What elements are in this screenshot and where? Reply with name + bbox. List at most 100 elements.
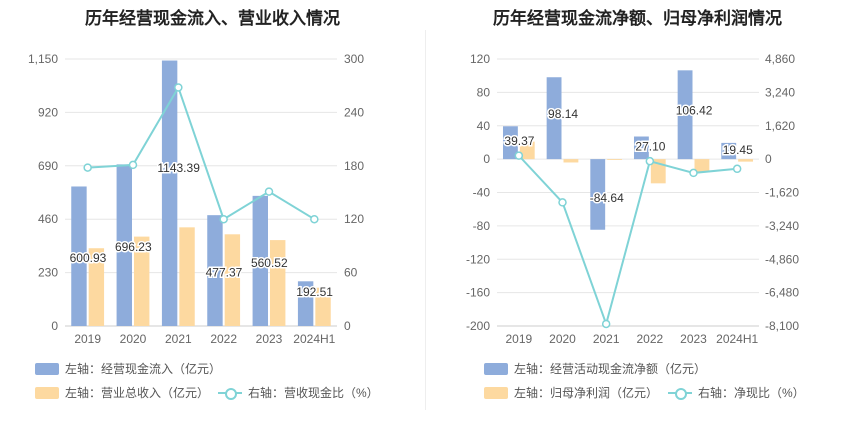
left-axis-tick-label: -200: [466, 319, 490, 333]
bar-secondary: [607, 159, 623, 160]
legend-label: 右轴：营收现金比（%）: [248, 386, 379, 400]
bar-secondary: [88, 248, 105, 326]
left-axis-tick-label: 1,150: [28, 52, 58, 66]
bar-secondary: [519, 141, 535, 160]
legend-label: 左轴：经营活动现金流净额（亿元）: [514, 362, 707, 376]
legend-line-marker-icon: [668, 387, 692, 400]
left-axis-tick-label: -80: [473, 219, 491, 233]
bar-primary: [677, 70, 693, 160]
right-axis-tick-label: -8,100: [765, 319, 799, 333]
legend-label: 左轴：经营现金流入（亿元）: [65, 362, 222, 376]
bar-data-label: 477.37: [206, 266, 243, 280]
ratio-point: [83, 163, 92, 172]
legend-swatch-blue: [484, 362, 508, 375]
ratio-point: [601, 319, 611, 329]
left-axis-tick-label: 80: [477, 85, 491, 99]
bar-data-label: -84.64: [590, 191, 624, 205]
legend-swatch-orange: [35, 386, 59, 399]
bar-data-label: 106.42: [676, 103, 713, 117]
bar-primary: [161, 60, 178, 326]
left-axis-tick-label: -120: [466, 252, 490, 266]
right-axis-tick-label: -1,620: [765, 186, 799, 200]
ratio-point: [645, 156, 655, 166]
right-axis-tick-label: -4,860: [765, 252, 799, 266]
bar-data-label: 1143.39: [157, 161, 200, 175]
legend-right-ratio[interactable]: 右轴：净现比（%）: [668, 384, 805, 401]
ratio-point: [514, 151, 524, 160]
right-axis-tick-label: 4,860: [765, 52, 795, 66]
legend-left-revenue[interactable]: 左轴：营业总收入（亿元）: [35, 384, 209, 401]
left-axis-tick-label: 920: [38, 105, 58, 119]
ratio-point: [689, 168, 698, 178]
bar-secondary: [270, 240, 286, 326]
left-axis-tick-label: -40: [473, 186, 491, 200]
ratio-point: [174, 83, 183, 92]
bar-secondary: [315, 287, 331, 326]
bar-data-label: 39.37: [504, 134, 534, 148]
right-axis-tick-label: 300: [344, 52, 364, 66]
bar-data-label: 696.23: [115, 240, 152, 254]
right-axis-tick-label: 0: [765, 152, 772, 166]
bar-secondary: [694, 159, 710, 173]
x-axis-category-label: 2020: [120, 332, 147, 346]
ratio-point: [264, 187, 274, 196]
x-axis-category-label: 2019: [505, 332, 532, 346]
bar-primary: [546, 77, 562, 160]
ratio-point: [128, 160, 138, 170]
ratio-point: [310, 214, 319, 224]
left-axis-tick-label: 0: [483, 152, 490, 166]
bar-primary: [633, 136, 649, 160]
left-axis-tick-label: 120: [470, 52, 490, 66]
left-chart-title: 历年经营现金流入、营业收入情况: [85, 9, 340, 28]
right-axis-tick-label: 3,240: [765, 85, 795, 99]
x-axis-category-label: 2022: [636, 332, 663, 346]
bar-primary: [721, 142, 737, 160]
right-axis-tick-label: 180: [344, 159, 364, 173]
legend-swatch-orange: [484, 386, 508, 399]
right-axis-tick-label: 60: [344, 266, 358, 280]
x-axis-category-label: 2024H1: [716, 332, 758, 346]
legend-swatch-blue: [35, 362, 59, 375]
bar-primary: [252, 195, 268, 326]
left-axis-tick-label: 690: [38, 159, 58, 173]
bar-data-label: 98.14: [548, 107, 578, 121]
bar-secondary: [224, 234, 241, 326]
bar-data-label: 192.51: [296, 285, 333, 299]
ratio-line: [87, 85, 315, 221]
x-axis-category-label: 2021: [593, 332, 620, 346]
left-axis-tick-label: -160: [466, 286, 490, 300]
bar-secondary: [563, 159, 579, 163]
left-axis-tick-label: 230: [38, 266, 58, 280]
panel-divider: [425, 30, 426, 410]
right-chart-title: 历年经营现金流净额、归母净利润情况: [493, 9, 782, 28]
right-axis-tick-label: -3,240: [765, 219, 799, 233]
x-axis-category-label: 2023: [680, 332, 707, 346]
x-axis-category-label: 2021: [165, 332, 192, 346]
x-axis-category-label: 2023: [256, 332, 283, 346]
legend-label: 左轴：归母净利润（亿元）: [514, 386, 659, 400]
left-axis-tick-label: 40: [477, 119, 491, 133]
bar-primary: [297, 281, 314, 326]
bar-primary: [207, 215, 223, 326]
ratio-line: [518, 154, 738, 328]
left-axis-tick-label: 460: [38, 212, 58, 226]
bar-primary: [116, 164, 132, 326]
right-axis-tick-label: 240: [344, 105, 364, 119]
x-axis-category-label: 2020: [549, 332, 576, 346]
legend-label: 右轴：净现比（%）: [698, 386, 805, 400]
bar-data-label: 600.93: [70, 251, 107, 265]
legend-left-cash-inflow[interactable]: 左轴：经营现金流入（亿元）: [35, 360, 221, 377]
right-axis-tick-label: 1,620: [765, 119, 795, 133]
bar-secondary: [134, 236, 150, 326]
legend-left-ratio[interactable]: 右轴：营收现金比（%）: [218, 384, 379, 401]
bar-primary: [71, 186, 87, 326]
right-axis-tick-label: 120: [344, 212, 364, 226]
bar-secondary: [738, 159, 754, 162]
legend-right-net-profit[interactable]: 左轴：归母净利润（亿元）: [484, 384, 658, 401]
bar-primary: [590, 159, 606, 230]
right-axis-tick-label: 0: [344, 319, 351, 333]
x-axis-category-label: 2022: [210, 332, 237, 346]
legend-right-net-cash[interactable]: 左轴：经营活动现金流净额（亿元）: [484, 360, 706, 377]
bar-data-label: 560.52: [251, 256, 288, 270]
